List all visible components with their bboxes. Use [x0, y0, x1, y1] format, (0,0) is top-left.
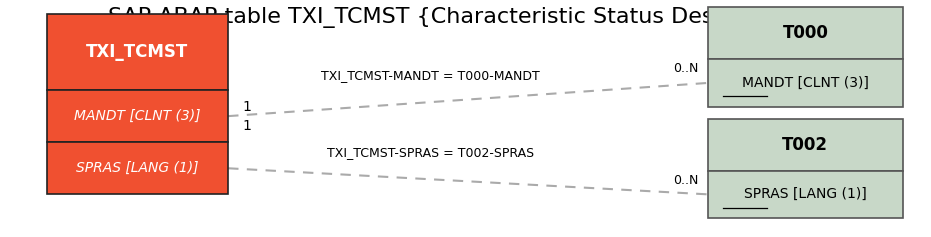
FancyBboxPatch shape — [708, 171, 903, 218]
Text: SAP ABAP table TXI_TCMST {Characteristic Status Descriptions}: SAP ABAP table TXI_TCMST {Characteristic… — [108, 7, 823, 28]
Text: TXI_TCMST: TXI_TCMST — [87, 43, 188, 61]
Text: 1: 1 — [242, 118, 251, 133]
FancyBboxPatch shape — [708, 59, 903, 107]
Text: 0..N: 0..N — [673, 62, 698, 75]
Text: MANDT [CLNT (3)]: MANDT [CLNT (3)] — [742, 76, 869, 90]
Text: T000: T000 — [782, 24, 829, 42]
FancyBboxPatch shape — [47, 90, 228, 142]
FancyBboxPatch shape — [47, 142, 228, 194]
FancyBboxPatch shape — [47, 14, 228, 90]
FancyBboxPatch shape — [708, 118, 903, 171]
Text: SPRAS [LANG (1)]: SPRAS [LANG (1)] — [744, 187, 867, 201]
Text: T002: T002 — [782, 136, 829, 154]
Text: MANDT [CLNT (3)]: MANDT [CLNT (3)] — [74, 109, 200, 123]
Text: SPRAS [LANG (1)]: SPRAS [LANG (1)] — [76, 161, 198, 175]
FancyBboxPatch shape — [708, 7, 903, 59]
Text: 0..N: 0..N — [673, 174, 698, 187]
Text: 1: 1 — [242, 100, 251, 114]
Text: TXI_TCMST-SPRAS = T002-SPRAS: TXI_TCMST-SPRAS = T002-SPRAS — [327, 146, 534, 159]
Text: TXI_TCMST-MANDT = T000-MANDT: TXI_TCMST-MANDT = T000-MANDT — [321, 69, 540, 82]
